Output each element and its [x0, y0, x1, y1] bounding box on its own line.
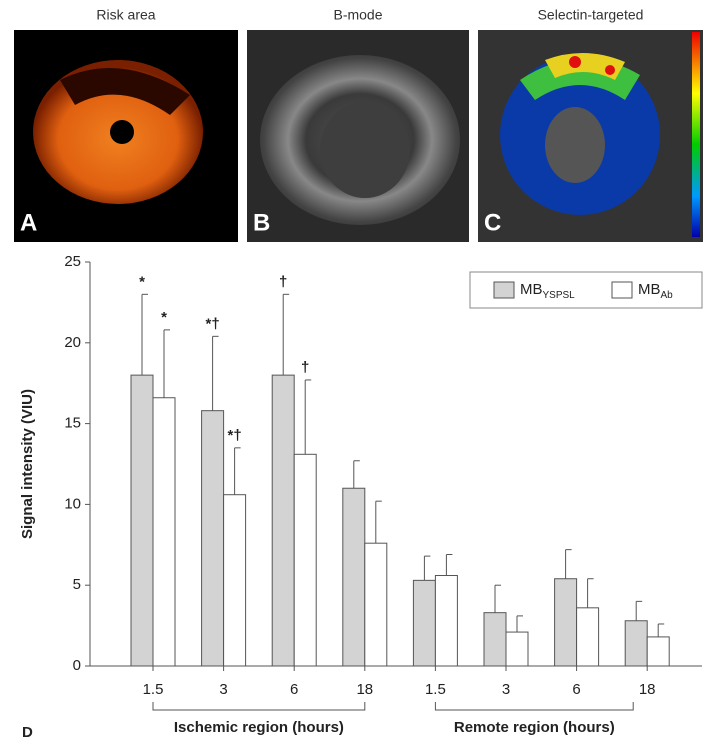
bar: [434, 575, 458, 667]
error-bar: [587, 578, 594, 608]
x-tick-label: 6: [290, 681, 298, 698]
error-bar: [212, 335, 219, 411]
panel-letter: C: [484, 209, 501, 236]
group-bracket: [434, 702, 634, 711]
bar: [364, 542, 388, 667]
error-bar: [353, 460, 360, 489]
legend-label: MBYSPSL: [520, 281, 575, 301]
bar: [624, 620, 648, 667]
bar: [576, 607, 600, 667]
group-label: Remote region (hours): [454, 719, 615, 736]
error-bar: [234, 447, 241, 495]
error-bar: [635, 600, 643, 621]
bar: [201, 410, 225, 667]
bar: [646, 636, 670, 667]
y-tick-label: 25: [64, 253, 81, 270]
bar: [342, 487, 366, 667]
panel-letter: B: [253, 209, 270, 236]
significance-marker: *†: [206, 315, 220, 332]
error-bar: [657, 623, 665, 637]
y-tick-label: 10: [64, 495, 81, 512]
bar: [483, 612, 507, 667]
legend-swatch: [611, 281, 633, 299]
y-tick-label: 20: [64, 334, 81, 351]
bar: [130, 374, 154, 667]
error-bar: [375, 500, 382, 544]
legend-swatch: [493, 281, 515, 299]
panel-title: B-mode: [333, 7, 382, 23]
group-bracket: [152, 702, 366, 711]
x-tick-label: 6: [572, 681, 580, 698]
bar: [271, 374, 295, 667]
y-tick-label: 5: [73, 576, 81, 593]
error-bar: [304, 379, 312, 455]
legend-subscript: Ab: [661, 290, 674, 301]
error-bar: [163, 329, 170, 398]
x-tick-label: 3: [502, 681, 510, 698]
error-bar: [565, 549, 572, 579]
error-bar: [445, 553, 453, 576]
error-bar: [423, 555, 431, 581]
bar: [412, 579, 436, 667]
bar: [554, 578, 578, 667]
significance-marker: *†: [228, 427, 242, 444]
significance-marker: †: [301, 359, 309, 376]
panel-letter: A: [20, 209, 37, 236]
legend-name: MB: [520, 281, 543, 298]
panel-c: [478, 30, 703, 242]
significance-marker: †: [279, 273, 287, 290]
panel-title: Selectin-targeted: [538, 7, 644, 23]
bar: [152, 397, 176, 667]
significance-marker: *: [161, 309, 167, 326]
legend-label: MBAb: [638, 281, 673, 301]
panel-b: [247, 30, 469, 242]
legend-subscript: YSPSL: [543, 290, 576, 301]
x-tick-label: 18: [356, 681, 373, 698]
x-tick-label: 18: [639, 681, 656, 698]
y-axis-label: Signal intensity (VIU): [19, 389, 36, 539]
significance-marker: *: [139, 273, 145, 290]
panel-letter: D: [22, 724, 33, 741]
bar: [505, 631, 529, 667]
error-bar: [516, 615, 523, 633]
group-label: Ischemic region (hours): [174, 719, 344, 736]
legend-name: MB: [638, 281, 661, 298]
y-tick-label: 15: [64, 415, 81, 432]
x-tick-label: 1.5: [425, 681, 446, 698]
panel-title: Risk area: [96, 7, 155, 23]
error-bar: [141, 293, 148, 376]
bar: [293, 453, 317, 667]
error-bar: [282, 293, 290, 376]
panel-a: [14, 30, 238, 242]
error-bar: [494, 584, 501, 613]
y-tick-label: 0: [73, 657, 81, 674]
x-tick-label: 1.5: [143, 681, 164, 698]
x-tick-label: 3: [219, 681, 227, 698]
bar: [223, 494, 247, 667]
